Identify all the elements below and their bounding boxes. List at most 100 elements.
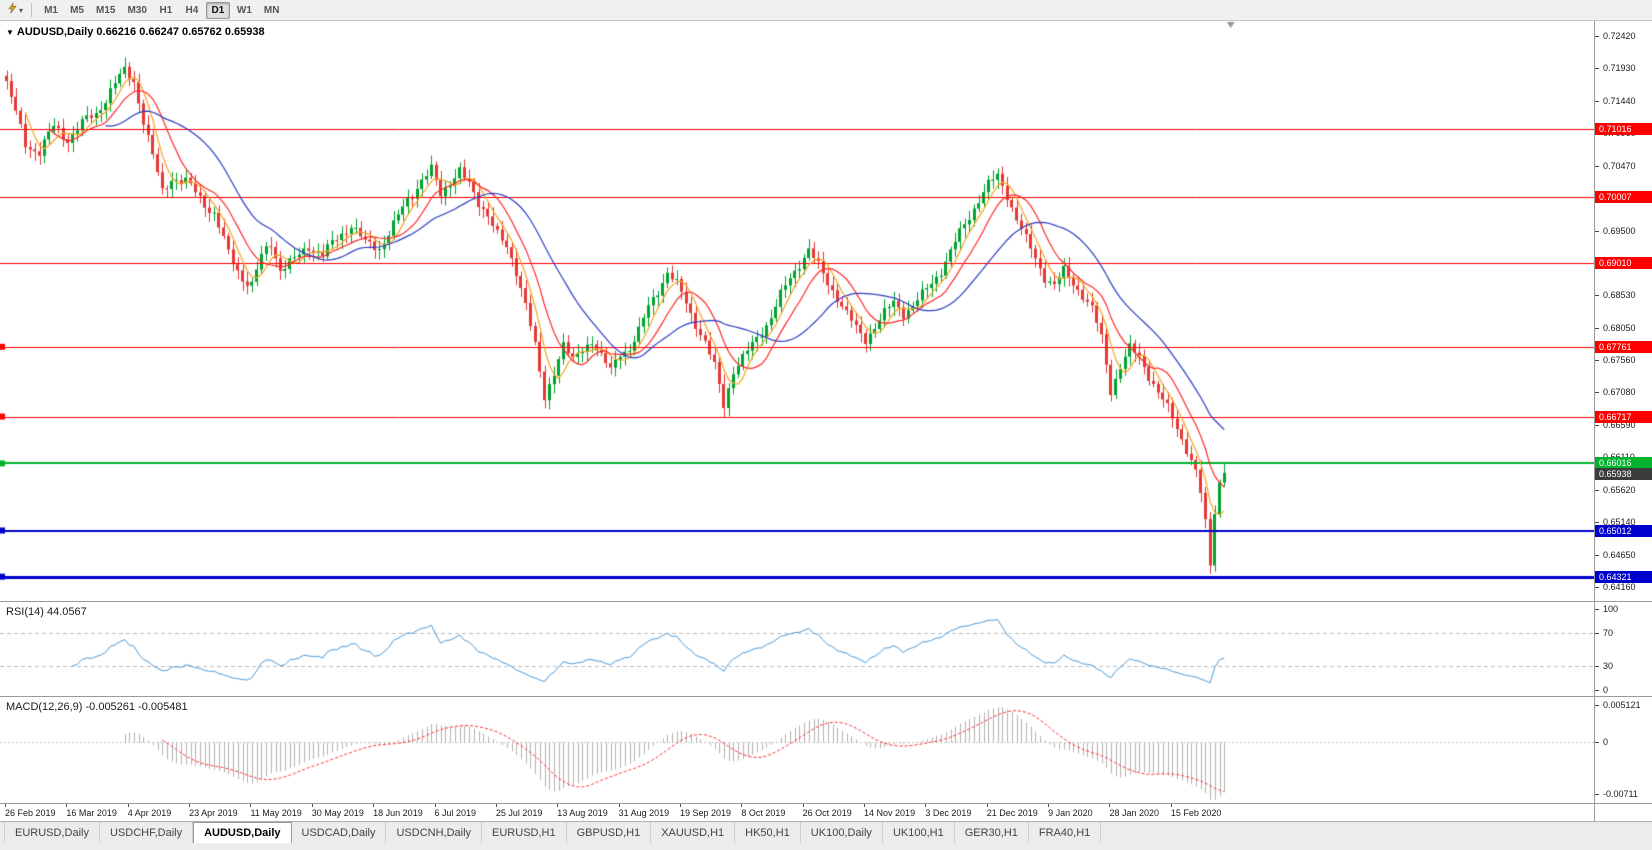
time-tick-label: 26 Oct 2019 bbox=[802, 808, 852, 818]
price-tick-mark bbox=[1595, 360, 1599, 362]
time-tick-mark bbox=[864, 804, 866, 807]
level-price-label: 0.70007 bbox=[1595, 190, 1652, 203]
time-tick-mark bbox=[373, 804, 375, 807]
price-tick-label: 0.66590 bbox=[1603, 420, 1636, 431]
current-price-label: 0.65938 bbox=[1595, 467, 1652, 480]
chart-tab-eurusd-h1[interactable]: EURUSD,H1 bbox=[482, 822, 567, 843]
macd-scale[interactable]: 0.005121 0 -0.00711 bbox=[1594, 697, 1652, 803]
price-tick-label: 0.66110 bbox=[1603, 452, 1635, 462]
time-tick-label: 11 May 2019 bbox=[250, 808, 302, 818]
time-tick-mark bbox=[66, 804, 68, 807]
chart-tab-audusd-daily[interactable]: AUDUSD,Daily bbox=[193, 822, 292, 843]
macd-indicator-values: -0.005261 -0.005481 bbox=[85, 701, 188, 713]
time-tick-mark bbox=[311, 804, 313, 807]
time-tick-mark bbox=[557, 804, 559, 807]
chart-tab-ger30-h1[interactable]: GER30,H1 bbox=[954, 822, 1029, 843]
chart-tab-eurusd-daily[interactable]: EURUSD,Daily bbox=[4, 822, 100, 843]
rsi-tick-label: 70 bbox=[1603, 628, 1614, 639]
time-tick-label: 21 Dec 2019 bbox=[986, 808, 1038, 818]
price-tick-label: 0.68050 bbox=[1603, 322, 1636, 333]
level-price-label: 0.65012 bbox=[1595, 524, 1652, 537]
pointer-tool-button[interactable]: ▾ bbox=[4, 1, 27, 19]
macd-tick-label: 0 bbox=[1603, 737, 1609, 748]
time-tick-mark bbox=[189, 804, 191, 807]
rsi-indicator-value: 44.0567 bbox=[46, 606, 87, 618]
price-tick-mark bbox=[1595, 230, 1599, 232]
chart-tab-xauusd-h1[interactable]: XAUUSD,H1 bbox=[651, 822, 736, 843]
price-tick-mark bbox=[1595, 554, 1599, 556]
price-tick-label: 0.70470 bbox=[1603, 160, 1636, 171]
rsi-tick-mark bbox=[1595, 609, 1599, 610]
time-tick-label: 14 Nov 2019 bbox=[864, 808, 916, 818]
chart-ohlc-values: 0.66216 0.66247 0.65762 0.65938 bbox=[96, 26, 265, 38]
macd-chart-canvas[interactable] bbox=[0, 697, 1594, 804]
time-tick-label: 16 Mar 2019 bbox=[66, 808, 117, 818]
toolbar-separator bbox=[31, 3, 33, 17]
price-tick-label: 0.65620 bbox=[1603, 484, 1636, 495]
price-scale[interactable]: 0.724200.719300.714400.709600.704700.699… bbox=[1594, 21, 1652, 601]
macd-tick-mark bbox=[1595, 742, 1599, 744]
timeframe-button-m1[interactable]: M1 bbox=[44, 4, 58, 16]
timeframe-button-h4[interactable]: H4 bbox=[185, 4, 199, 16]
level-price-label: 0.69010 bbox=[1595, 257, 1652, 270]
timeframe-button-d1[interactable]: D1 bbox=[205, 1, 230, 19]
chart-tab-gbpusd-h1[interactable]: GBPUSD,H1 bbox=[566, 822, 652, 843]
time-tick-mark bbox=[250, 804, 252, 807]
chart-tab-fra40-h1[interactable]: FRA40,H1 bbox=[1028, 822, 1102, 843]
level-price-label: 0.71016 bbox=[1595, 123, 1652, 136]
chart-tab-uk100-h1[interactable]: UK100,H1 bbox=[882, 822, 955, 843]
collapse-icon[interactable]: ▼ bbox=[6, 28, 14, 37]
price-tick-label: 0.68530 bbox=[1603, 290, 1636, 301]
timeframe-button-m15[interactable]: M15 bbox=[96, 4, 116, 16]
price-chart-canvas[interactable] bbox=[0, 21, 1594, 601]
rsi-tick-mark bbox=[1595, 665, 1599, 667]
chart-tab-uk100-daily[interactable]: UK100,Daily bbox=[800, 822, 883, 843]
level-price-label: 0.66016 bbox=[1595, 457, 1652, 470]
macd-tick-mark bbox=[1595, 793, 1599, 795]
timeframe-button-m5[interactable]: M5 bbox=[70, 4, 84, 16]
chart-title: ▼ AUDUSD,Daily 0.66216 0.66247 0.65762 0.… bbox=[6, 26, 265, 38]
rsi-scale[interactable]: 100 70 30 0 bbox=[1594, 602, 1652, 696]
time-tick-mark bbox=[127, 804, 129, 807]
time-tick-label: 9 Jan 2020 bbox=[1048, 808, 1093, 818]
time-tick-mark bbox=[5, 804, 6, 807]
chart-window: ▼ AUDUSD,Daily 0.66216 0.66247 0.65762 0.… bbox=[0, 21, 1652, 850]
price-tick-label: 0.64650 bbox=[1603, 549, 1636, 560]
price-tick-mark bbox=[1595, 35, 1599, 37]
time-tick-mark bbox=[679, 804, 681, 807]
time-tick-mark bbox=[986, 804, 988, 807]
rsi-panel: RSI(14) 44.0567 100 70 30 0 bbox=[0, 601, 1652, 697]
rsi-chart-canvas[interactable] bbox=[0, 602, 1594, 697]
price-panel: ▼ AUDUSD,Daily 0.66216 0.66247 0.65762 0.… bbox=[0, 21, 1652, 601]
macd-indicator-name: MACD(12,26,9) bbox=[6, 701, 83, 713]
price-tick-mark bbox=[1595, 68, 1599, 70]
price-tick-label: 0.72420 bbox=[1603, 30, 1636, 41]
time-tick-label: 4 Apr 2019 bbox=[127, 808, 172, 818]
chart-tab-usdcnh-daily[interactable]: USDCNH,Daily bbox=[386, 822, 483, 843]
time-tick-label: 18 Jun 2019 bbox=[373, 808, 423, 818]
time-tick-mark bbox=[741, 804, 743, 807]
time-tick-mark bbox=[618, 804, 620, 807]
time-tick-label: 28 Jan 2020 bbox=[1109, 808, 1160, 818]
macd-label: MACD(12,26,9) -0.005261 -0.005481 bbox=[6, 701, 188, 713]
chart-symbol-period: AUDUSD,Daily bbox=[16, 26, 94, 38]
price-tick-mark bbox=[1595, 165, 1599, 167]
timeframe-button-w1[interactable]: W1 bbox=[236, 4, 252, 16]
price-tick-mark bbox=[1595, 425, 1599, 427]
chart-tab-usdcad-daily[interactable]: USDCAD,Daily bbox=[291, 822, 387, 843]
rsi-indicator-name: RSI(14) bbox=[6, 606, 44, 618]
price-tick-mark bbox=[1595, 100, 1599, 102]
chart-tab-hk50-h1[interactable]: HK50,H1 bbox=[735, 822, 801, 843]
time-tick-label: 25 Jul 2019 bbox=[495, 808, 543, 818]
time-scale[interactable]: 26 Feb 2019 16 Mar 2019 4 Apr 2019 23 Apr 2… bbox=[0, 803, 1652, 822]
timeframe-button-mn[interactable]: MN bbox=[263, 4, 280, 16]
timeframe-button-h1[interactable]: H1 bbox=[159, 4, 173, 16]
timeframe-toolbar: ▾ M1 M5 M15 M30 H1 H4 D1 W1 MN bbox=[0, 0, 1652, 21]
rsi-tick-mark bbox=[1595, 633, 1599, 635]
rsi-tick-label: 100 bbox=[1603, 604, 1619, 614]
time-tick-label: 19 Sep 2019 bbox=[679, 808, 731, 818]
rsi-label: RSI(14) 44.0567 bbox=[6, 606, 87, 618]
time-tick-mark bbox=[434, 804, 436, 807]
timeframe-button-m30[interactable]: M30 bbox=[127, 4, 147, 16]
chart-tab-usdchf-daily[interactable]: USDCHF,Daily bbox=[99, 822, 194, 843]
